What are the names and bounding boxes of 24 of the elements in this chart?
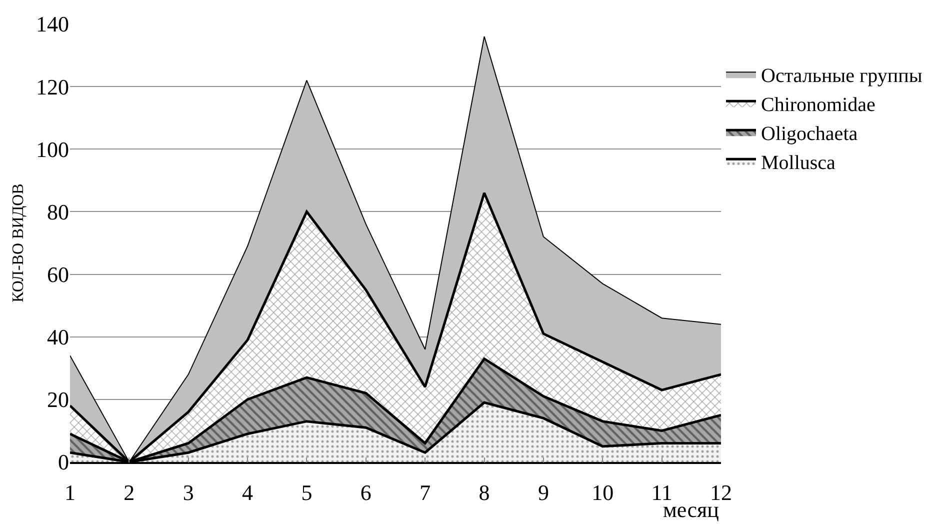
x-tick-label: 3 [182,480,194,506]
y-tick-label: 120 [36,74,69,100]
x-tick-label: 1 [64,480,76,506]
y-tick-label: 80 [47,199,69,224]
legend-label: Chironomidae [761,94,876,116]
legend-label: Остальные группы [761,64,922,87]
x-tick-label: 10 [592,480,614,506]
x-tick-label: 8 [478,480,490,506]
y-tick-label: 60 [47,262,69,287]
x-tick-label: 6 [360,480,372,506]
x-tick-label: 5 [301,480,312,506]
x-tick-label: 9 [538,480,549,506]
y-tick-label: 20 [47,387,69,412]
x-tick-label: 7 [420,480,431,506]
x-tick-label: 2 [124,480,135,506]
y-tick-label: 140 [36,12,69,37]
legend-label: Oligochaeta [761,122,858,145]
y-axis-title: КОЛ-ВО ВИДОВ [10,184,27,302]
y-tick-label: 40 [47,324,69,350]
y-tick-label: 100 [36,136,69,162]
x-tick-label: 4 [242,480,254,506]
x-tick-label: 12 [710,480,732,506]
y-tick-label: 0 [58,450,69,475]
legend-label: Mollusca [761,152,836,174]
